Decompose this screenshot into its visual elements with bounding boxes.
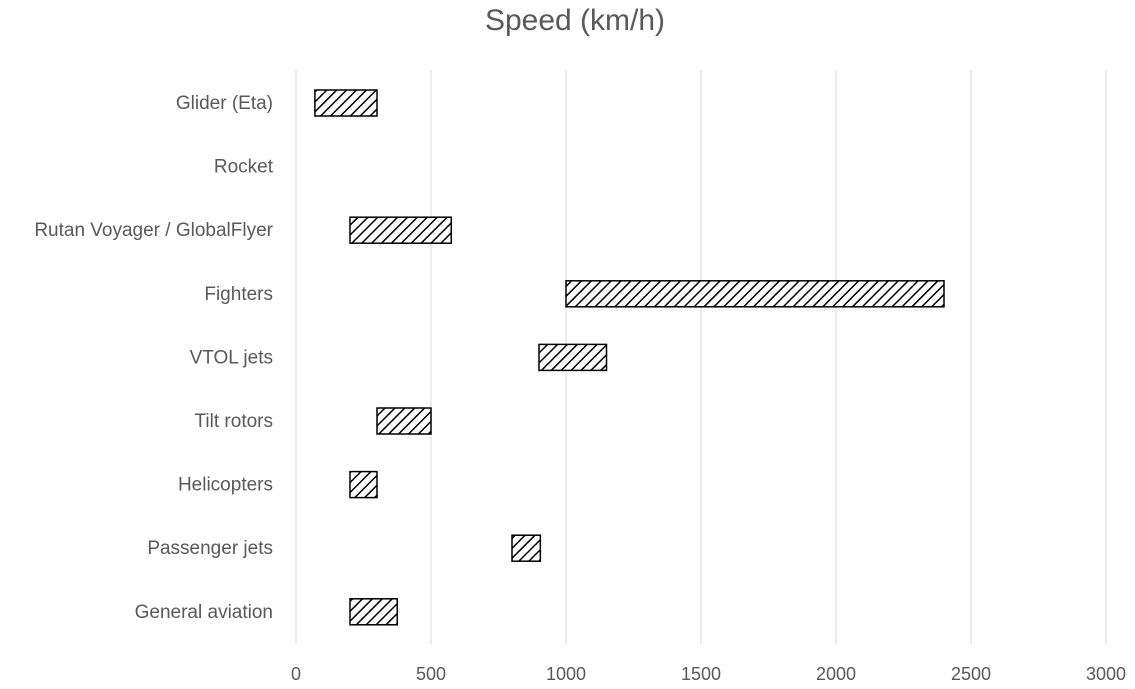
category-label-tilt-rotors: Tilt rotors — [195, 411, 273, 432]
category-label-general-aviation: General aviation — [135, 602, 273, 623]
x-tick-label-1500: 1500 — [681, 664, 721, 684]
bar-general-aviation — [349, 598, 398, 626]
category-label-rutan-voyager-globalflyer: Rutan Voyager / GlobalFlyer — [34, 220, 273, 241]
category-label-rocket: Rocket — [214, 157, 274, 178]
bar-vtol-jets — [538, 343, 608, 372]
bar-passenger-jets — [511, 534, 542, 562]
x-axis-tick-labels: 0 500 1000 1500 2000 2500 3000 — [291, 664, 1126, 684]
bar-fighters — [565, 280, 945, 308]
x-tick-label-2500: 2500 — [951, 664, 991, 684]
category-labels: Glider (Eta) Rocket Rutan Voyager / Global… — [34, 93, 273, 623]
bar-glider-eta — [314, 89, 378, 117]
category-label-vtol-jets: VTOL jets — [190, 347, 273, 368]
category-label-glider-eta: Glider (Eta) — [176, 93, 273, 114]
bar-rutan-voyager-globalflyer — [349, 216, 452, 244]
x-tick-label-2000: 2000 — [816, 664, 856, 684]
category-label-helicopters: Helicopters — [178, 475, 273, 496]
x-tick-label-1000: 1000 — [546, 664, 586, 684]
bars — [314, 89, 945, 626]
gridlines — [295, 70, 1107, 644]
bar-tilt-rotors — [376, 407, 432, 435]
bar-helicopters — [349, 470, 378, 499]
category-label-fighters: Fighters — [204, 284, 273, 305]
chart-title: Speed (km/h) — [485, 4, 665, 37]
category-label-passenger-jets: Passenger jets — [147, 538, 273, 559]
x-tick-label-0: 0 — [291, 664, 301, 684]
x-tick-label-3000: 3000 — [1086, 664, 1126, 684]
x-tick-label-500: 500 — [416, 664, 446, 684]
